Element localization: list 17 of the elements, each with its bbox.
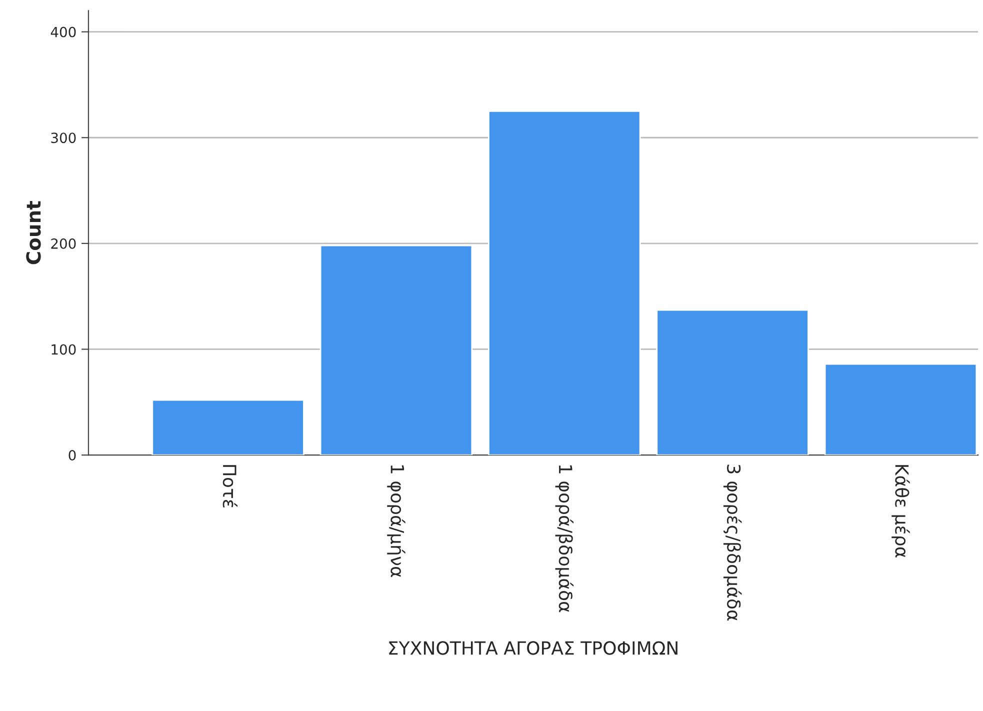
x-tick-label: 1 φορά/βδομάδα (555, 465, 574, 612)
x-tick-label: Ποτέ (222, 465, 238, 508)
y-tick-label: 100 (52, 344, 76, 355)
x-tick-label: 1 φορά/μήνα (387, 465, 406, 578)
y-tick-label: 400 (50, 26, 76, 38)
y-tick-label: 200 (51, 238, 76, 249)
bar (656, 309, 809, 456)
x-tick-label: 3 φορές/βδομάδα (723, 464, 742, 621)
y-tick-label: 0 (68, 450, 76, 461)
bar (152, 399, 304, 456)
x-axis-title: ΣΥΧΝΟΤΗΤΑ ΑΓΟΡΑΣ ΤΡΟΦΙΜΩΝ (389, 641, 678, 655)
y-axis-title: Count (26, 200, 41, 264)
x-tick-label: Κάθε μέρα (892, 465, 910, 558)
bar (824, 363, 978, 456)
bar (488, 110, 641, 456)
bar (320, 244, 473, 456)
y-tick-label: 300 (51, 132, 76, 144)
